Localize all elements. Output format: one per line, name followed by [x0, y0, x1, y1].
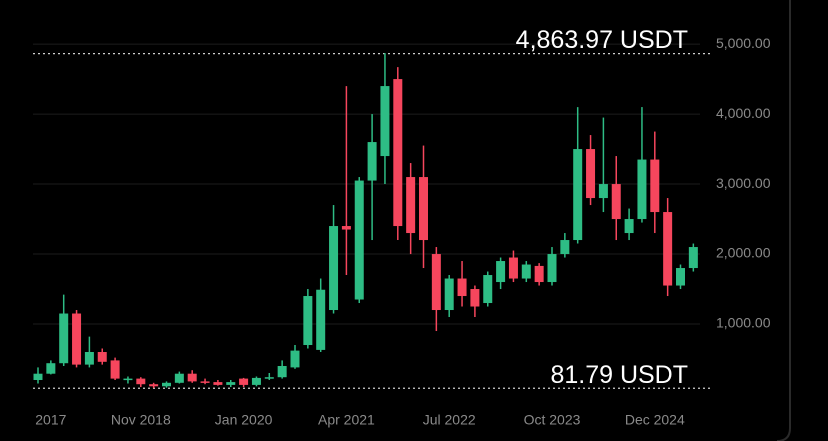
y-tick-label: 4,000.00	[716, 105, 771, 121]
candle-body	[663, 212, 673, 286]
candle-body	[611, 184, 621, 220]
candle-body	[110, 360, 120, 379]
candle-body	[586, 149, 596, 199]
y-tick-label: 5,000.00	[716, 35, 771, 51]
candle-body	[97, 352, 107, 362]
candle-body	[59, 313, 69, 364]
x-tick-label: Jul 2022	[423, 412, 476, 428]
candle-body	[637, 159, 647, 220]
candle-body	[329, 226, 339, 311]
candle-body	[316, 289, 326, 350]
candle-body	[136, 378, 146, 385]
y-tick-label: 2,000.00	[716, 245, 771, 261]
y-tick-label: 3,000.00	[716, 175, 771, 191]
candle-body	[123, 378, 133, 381]
candle-body	[162, 382, 171, 387]
candle-body	[149, 384, 159, 387]
x-tick-label: Oct 2023	[524, 412, 581, 428]
candle-body	[341, 226, 351, 230]
candle-body	[676, 268, 685, 286]
candle-body	[251, 377, 261, 385]
candle-body	[33, 373, 43, 381]
candle-body	[187, 373, 197, 382]
candle-body	[84, 352, 94, 365]
candle-body	[444, 278, 454, 311]
candle-body	[239, 378, 249, 385]
candle-body	[508, 257, 518, 279]
candle-body	[277, 366, 287, 378]
candle-body	[213, 382, 223, 385]
x-tick-label: Nov 2018	[111, 412, 171, 428]
candle-body	[431, 254, 441, 311]
candle-body	[200, 381, 210, 383]
candle-body	[226, 382, 236, 385]
candle-body	[46, 363, 56, 374]
x-tick-label: Dec 2024	[625, 412, 685, 428]
marker-label: 4,863.97 USDT	[516, 26, 688, 54]
candle-body	[406, 177, 416, 234]
x-tick-label: Apr 2021	[318, 412, 375, 428]
candle-body	[393, 79, 403, 227]
candle-body	[483, 275, 493, 304]
candle-body	[290, 350, 300, 368]
marker-label: 81.79 USDT	[550, 361, 688, 389]
candle-body	[174, 373, 184, 383]
candle-body	[303, 296, 313, 346]
y-tick-label: 1,000.00	[716, 315, 771, 331]
candle-body	[573, 149, 583, 241]
candle-body	[496, 261, 506, 283]
candle-body	[354, 180, 364, 300]
candle-body	[367, 142, 377, 181]
x-tick-label: 2017	[35, 412, 66, 428]
candle-body	[470, 289, 480, 307]
x-tick-label: Jan 2020	[215, 412, 273, 428]
candle-body	[650, 159, 660, 213]
candle-body	[560, 240, 570, 255]
candle-body	[521, 264, 531, 279]
candle-body	[534, 265, 544, 283]
candle-body	[380, 86, 390, 157]
candle-body	[688, 247, 698, 269]
candle-body	[598, 184, 608, 199]
candle-body	[457, 278, 467, 297]
candle-body	[72, 313, 82, 365]
candle-body	[547, 254, 557, 283]
candle-body	[264, 377, 274, 379]
candle-body	[419, 177, 428, 241]
candle-body	[624, 219, 634, 234]
